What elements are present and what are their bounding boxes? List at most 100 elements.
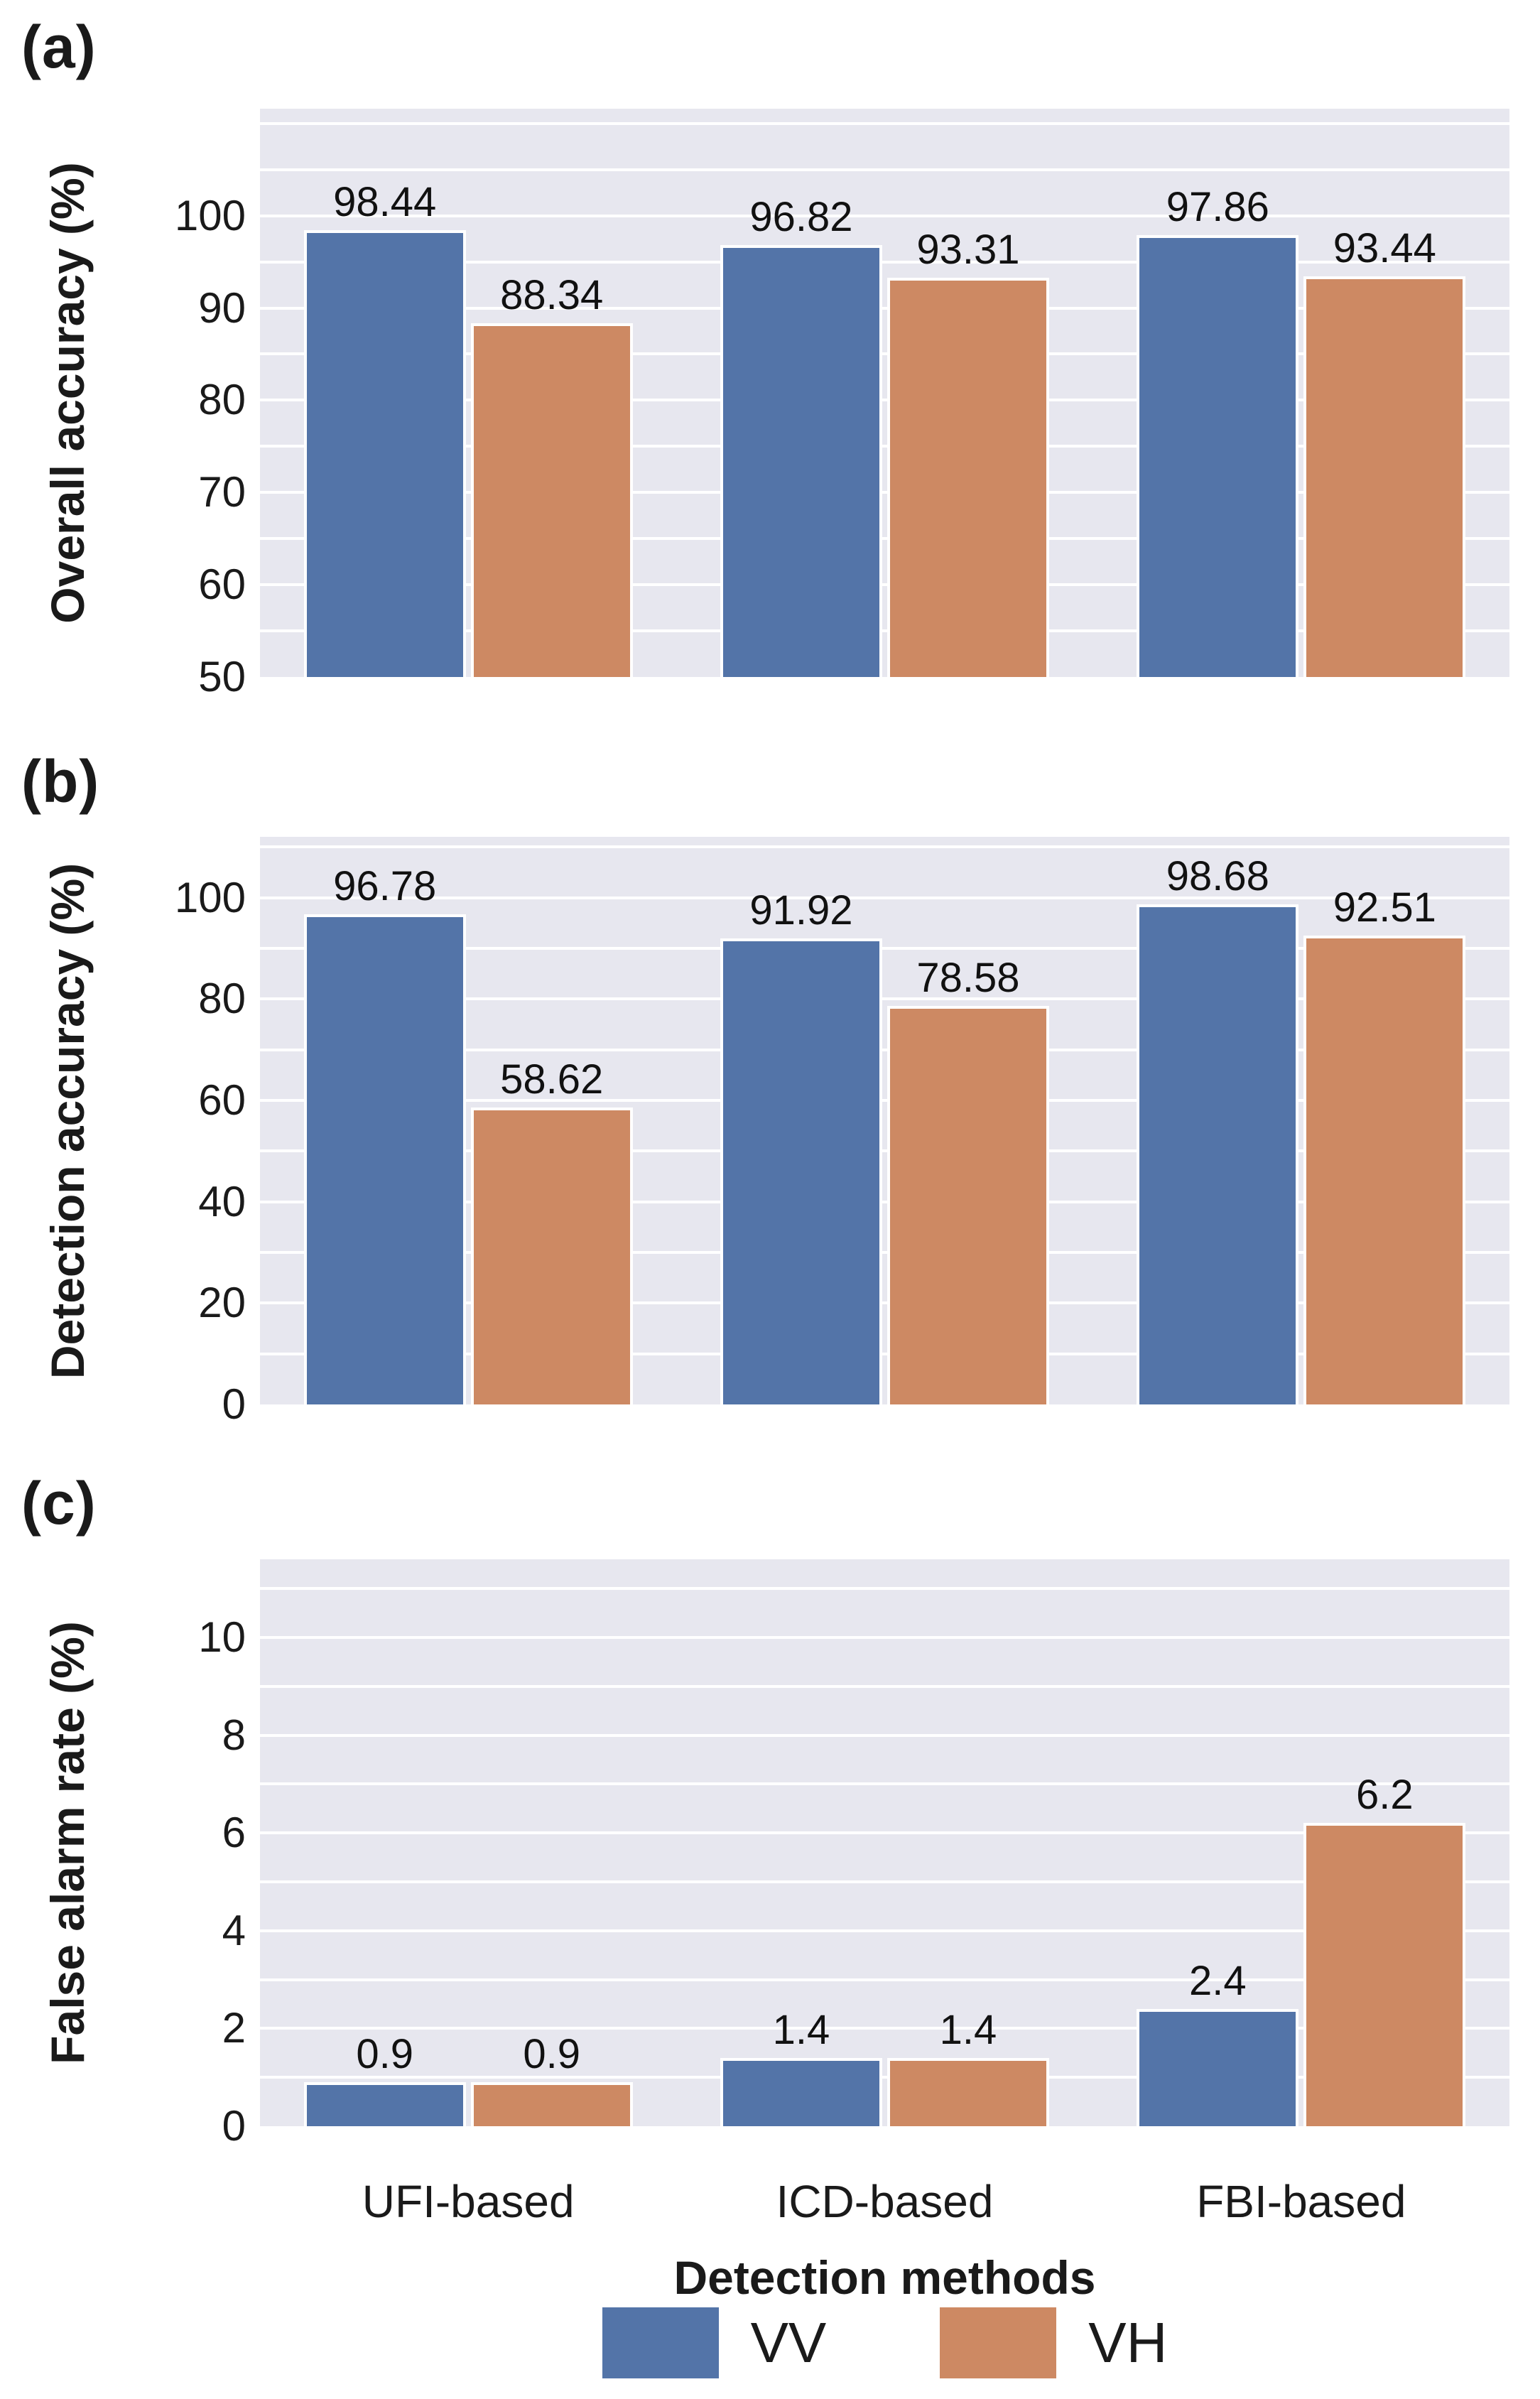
bar-vh-icd-based	[887, 1006, 1049, 1404]
gridline	[260, 1301, 1509, 1305]
bar-value-label: 96.82	[749, 193, 853, 240]
bar-value-label: 6.2	[1356, 1772, 1414, 1819]
bar-vv-ufi-based	[303, 914, 466, 1404]
gridline	[260, 1929, 1509, 1932]
y-tick-label: 70	[198, 468, 246, 516]
y-tick-label: 80	[198, 376, 246, 424]
bar-vv-icd-based	[720, 938, 882, 1404]
gridline	[260, 583, 1509, 587]
bar-vh-fbi-based	[1303, 936, 1466, 1404]
gridline	[260, 1200, 1509, 1203]
bar-vv-fbi-based	[1137, 2008, 1299, 2126]
bar-vv-icd-based	[720, 244, 882, 677]
plot-area-a: 98.44 88.34 96.82 93.31 97.86 93.44	[260, 109, 1509, 677]
gridline	[260, 399, 1509, 402]
y-tick-label: 100	[174, 873, 246, 921]
bar-value-label: 0.9	[523, 2031, 580, 2078]
gridline	[260, 1733, 1509, 1737]
gridline	[260, 1880, 1509, 1884]
bar-value-label: 92.51	[1333, 884, 1436, 931]
panel-letter-a: (a)	[21, 13, 97, 80]
gridline	[260, 491, 1509, 494]
legend-item-vv: VV	[602, 2307, 827, 2378]
y-tick-label: 0	[222, 1380, 246, 1428]
x-tick-ufi-based: UFI-based	[362, 2176, 575, 2227]
y-tick-label: 100	[174, 191, 246, 239]
gridline	[260, 845, 1509, 849]
bar-vv-fbi-based	[1137, 235, 1299, 677]
legend-swatch-vv	[602, 2307, 719, 2378]
gridline	[260, 1636, 1509, 1640]
gridline	[260, 946, 1509, 950]
gridline	[260, 997, 1509, 1001]
gridline	[260, 1587, 1509, 1591]
legend-swatch-vh	[940, 2307, 1057, 2378]
y-tick-label: 50	[198, 653, 246, 700]
gridline	[260, 445, 1509, 448]
bar-value-label: 78.58	[916, 955, 1020, 1002]
bar-value-label: 96.78	[333, 862, 437, 909]
gridline	[260, 121, 1509, 125]
legend-item-vh: VH	[940, 2307, 1167, 2378]
x-axis-title: Detection methods	[673, 2251, 1096, 2304]
bar-vh-icd-based	[887, 2057, 1049, 2126]
gridline	[260, 260, 1509, 264]
gridline	[260, 1684, 1509, 1688]
gridline	[260, 537, 1509, 541]
legend-label-vh: VH	[1088, 2311, 1168, 2374]
bar-value-label: 88.34	[500, 272, 604, 319]
y-tick-label: 40	[198, 1177, 246, 1225]
gridline	[260, 2076, 1509, 2079]
bar-vh-ufi-based	[470, 1107, 633, 1404]
gridline	[260, 214, 1509, 217]
bar-value-label: 98.68	[1166, 853, 1269, 900]
gridline	[260, 1149, 1509, 1153]
gridline	[260, 1831, 1509, 1835]
bar-value-label: 93.44	[1333, 224, 1436, 271]
gridline	[260, 352, 1509, 356]
y-tick-label: 20	[198, 1279, 246, 1327]
y-tick-label: 0	[222, 2102, 246, 2150]
y-tick-label: 4	[222, 1906, 246, 1954]
bar-value-label: 1.4	[939, 2006, 997, 2053]
y-tick-label: 90	[198, 283, 246, 332]
panel-letter-b: (b)	[21, 748, 100, 815]
gridline	[260, 1352, 1509, 1355]
bar-value-label: 98.44	[333, 178, 437, 225]
x-tick-labels: UFI-based ICD-based FBI-based	[260, 2175, 1509, 2228]
bar-value-label: 1.4	[772, 2006, 830, 2053]
y-tick-label: 60	[198, 561, 246, 609]
y-tick-label: 80	[198, 975, 246, 1023]
gridline	[260, 1098, 1509, 1102]
gridline	[260, 1782, 1509, 1786]
bar-value-label: 93.31	[916, 226, 1020, 273]
bar-vv-ufi-based	[303, 2082, 466, 2126]
plot-area-c: 0.9 0.9 1.4 1.4 2.4 6.2	[260, 1559, 1509, 2126]
gridline	[260, 1250, 1509, 1254]
bar-value-label: 0.9	[356, 2031, 413, 2078]
gridline	[260, 896, 1509, 899]
y-tick-label: 10	[198, 1613, 246, 1662]
y-tick-label: 8	[222, 1711, 246, 1759]
bar-vh-fbi-based	[1303, 1823, 1466, 2126]
gridline	[260, 2027, 1509, 2030]
y-tick-label: 6	[222, 1809, 246, 1857]
x-tick-fbi-based: FBI-based	[1196, 2176, 1406, 2227]
gridline	[260, 1978, 1509, 1981]
legend-label-vv: VV	[750, 2311, 827, 2374]
bar-vv-ufi-based	[303, 229, 466, 677]
gridline	[260, 306, 1509, 310]
bar-value-label: 2.4	[1189, 1957, 1247, 2004]
bar-vv-fbi-based	[1137, 904, 1299, 1404]
gridline	[260, 168, 1509, 171]
bar-vh-icd-based	[887, 277, 1049, 677]
bar-value-label: 58.62	[500, 1056, 604, 1103]
x-tick-icd-based: ICD-based	[776, 2176, 994, 2227]
bar-vh-ufi-based	[470, 2082, 633, 2126]
legend: VV VH	[260, 2307, 1509, 2378]
bar-value-label: 91.92	[749, 887, 853, 934]
bar-vv-icd-based	[720, 2057, 882, 2126]
plot-area-b: 96.78 58.62 91.92 78.58 98.68 92.51	[260, 837, 1509, 1404]
bar-vh-ufi-based	[470, 323, 633, 677]
bar-value-label: 97.86	[1166, 184, 1269, 231]
